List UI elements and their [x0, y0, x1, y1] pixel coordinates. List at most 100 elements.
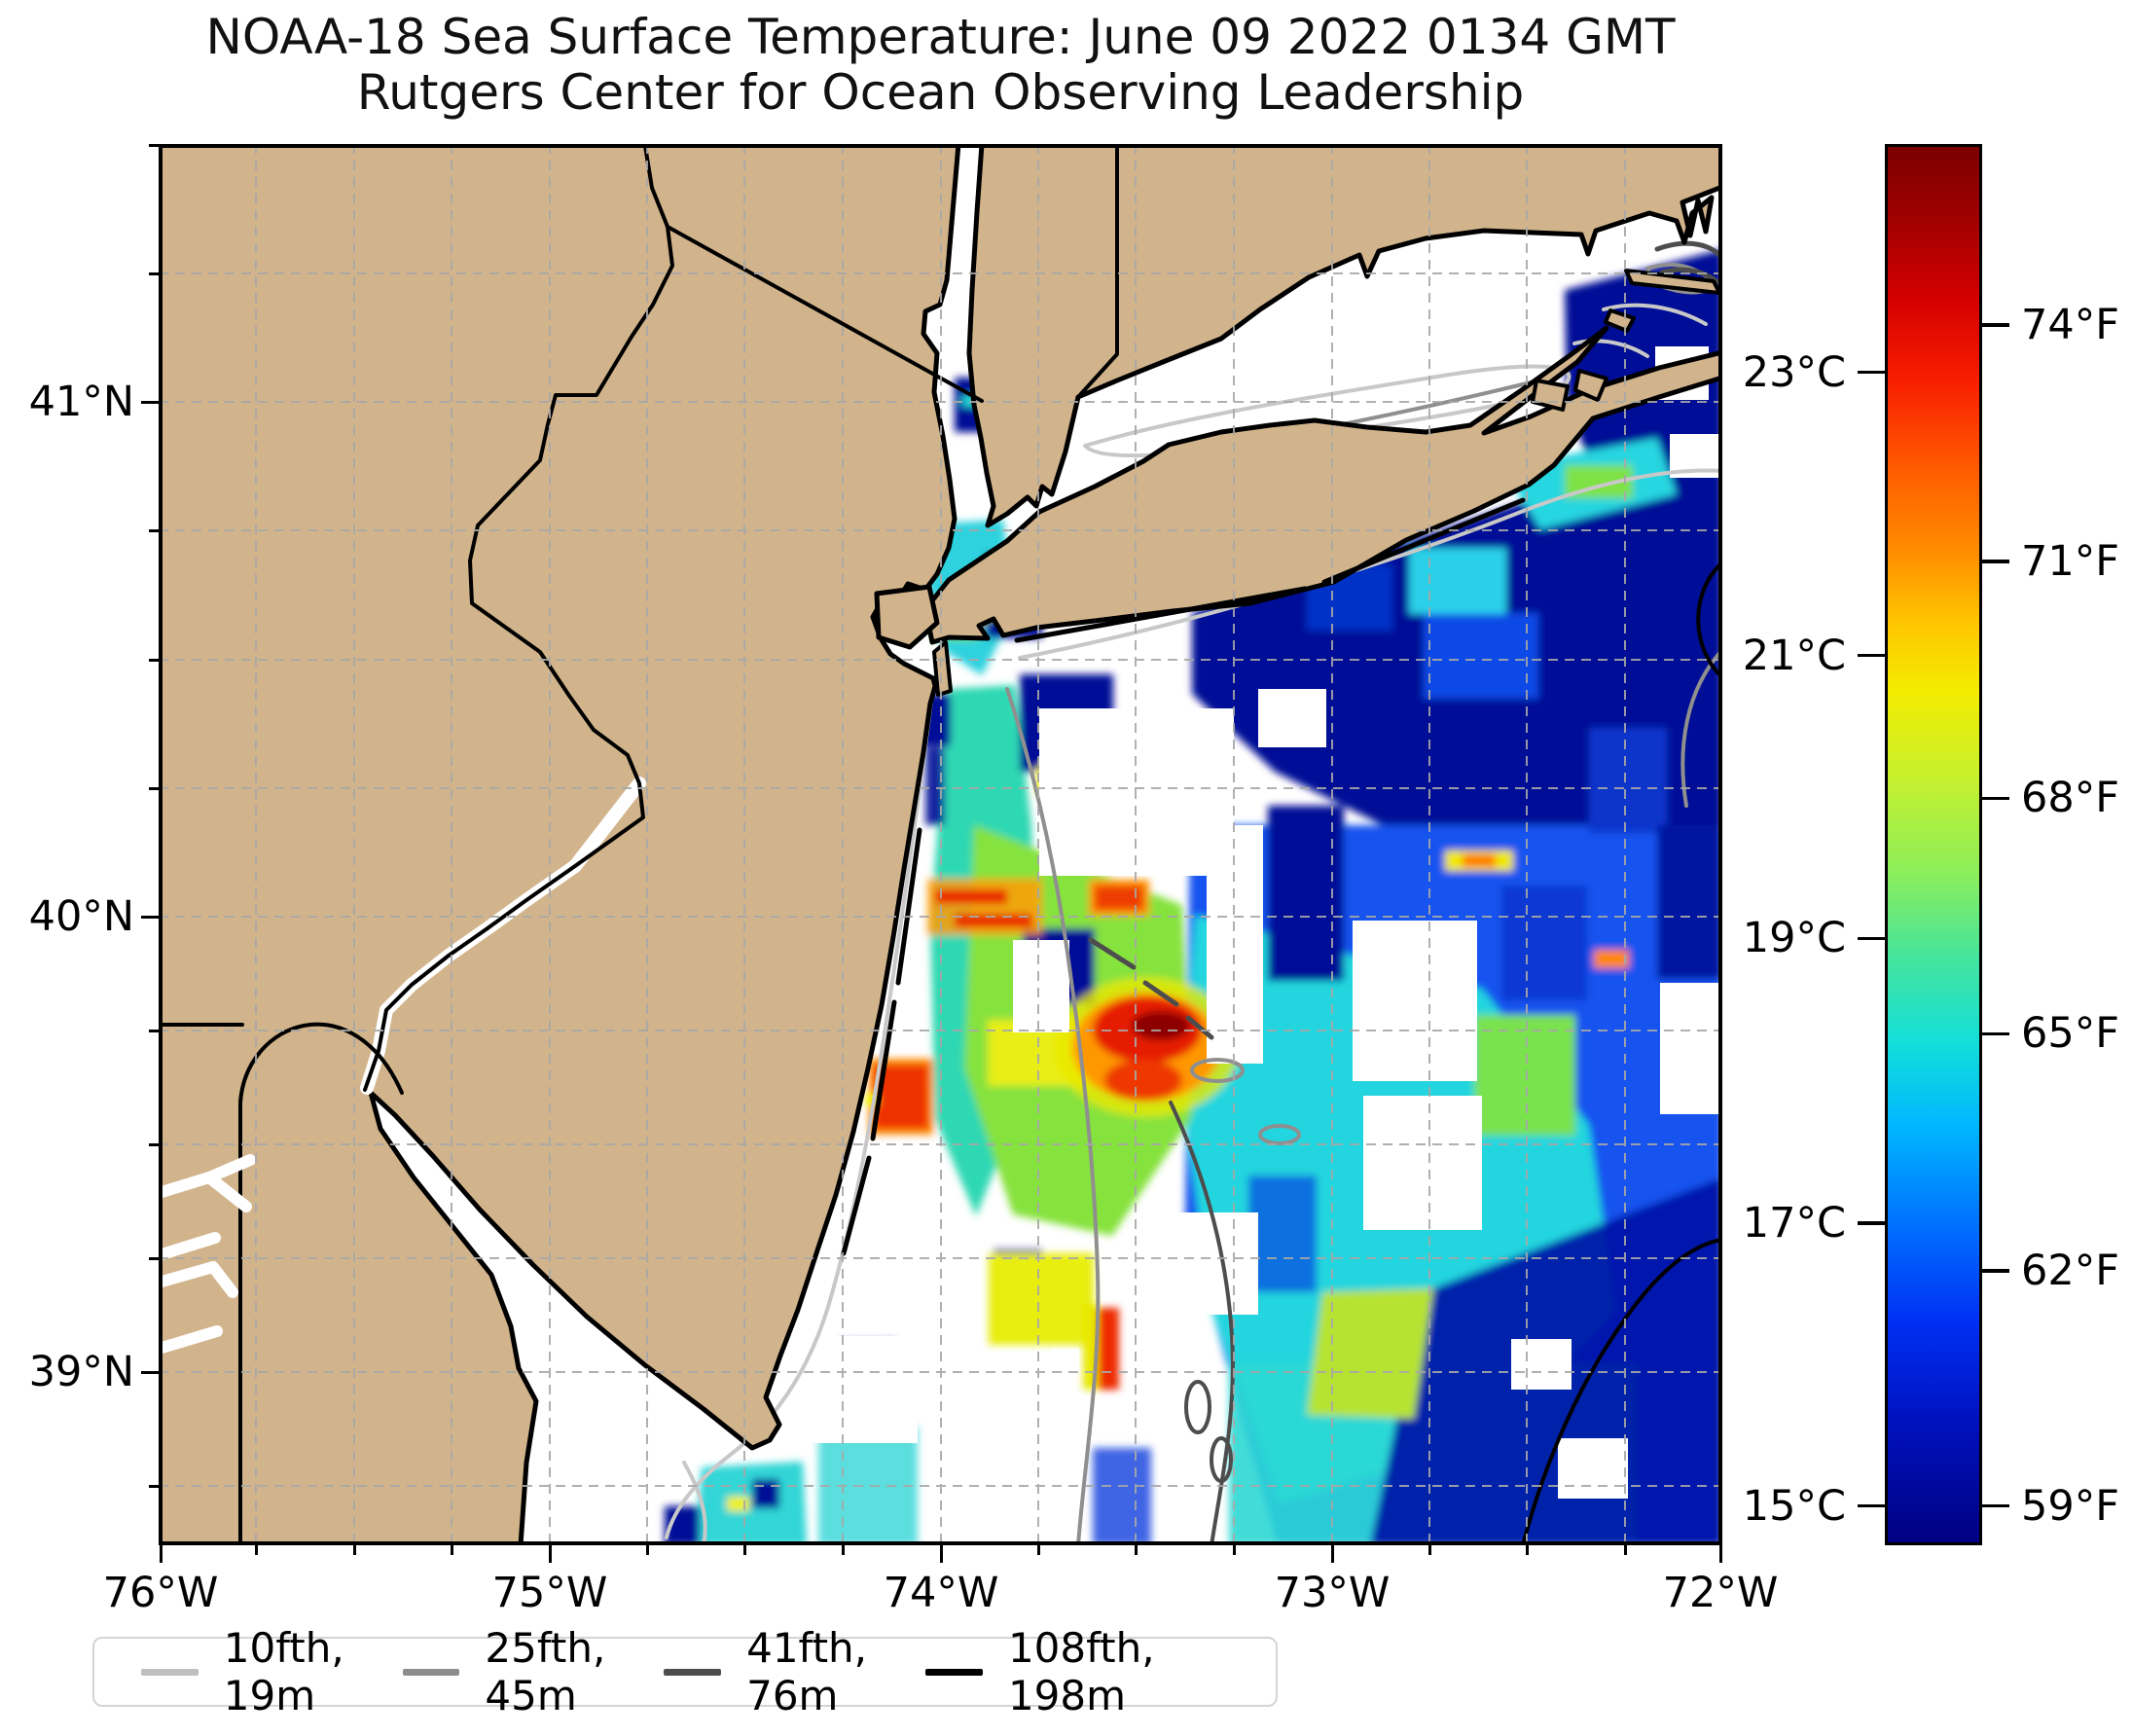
land-west: [159, 144, 961, 1545]
sst-blue-1: [1589, 728, 1667, 833]
y-major-tick: [141, 915, 159, 919]
contour-108fth-se: [1521, 1238, 1722, 1545]
y-tick-label: 40°N: [28, 892, 134, 941]
contour-10fth-baymouth: [682, 1461, 707, 1545]
cloud-14: [1487, 334, 1526, 368]
contour-10fth-ne1: [1572, 303, 1708, 358]
y-minor-tick: [149, 1143, 159, 1146]
x-major-tick: [159, 1545, 163, 1563]
figure-title-block: NOAA-18 Sea Surface Temperature: June 09…: [159, 10, 1722, 121]
colorbar-celsius-label: 17°C: [1742, 1198, 1846, 1248]
y-minor-tick: [149, 659, 159, 662]
map-frame: [159, 144, 1722, 1545]
x-major-tick: [1718, 1545, 1722, 1563]
colorbar-celsius-tick: [1858, 1503, 1885, 1508]
sst-yellow-low: [989, 1253, 1094, 1345]
sst-red-bar: [1098, 1308, 1119, 1390]
legend-line-sample: [664, 1668, 722, 1676]
sst-red-streak-a: [935, 889, 1007, 904]
y-major-tick: [141, 400, 159, 404]
colorbar-fahrenheit-label: 59°F: [2021, 1481, 2119, 1531]
cloud-9: [1511, 1339, 1572, 1390]
colorbar-fahrenheit-label: 74°F: [2021, 300, 2119, 349]
y-minor-tick: [149, 1030, 159, 1032]
y-tick-label: 39°N: [28, 1348, 134, 1396]
land-long-island: [922, 325, 1722, 645]
x-minor-tick: [1037, 1545, 1040, 1555]
cloud-3: [1363, 1096, 1482, 1230]
x-minor-tick: [1624, 1545, 1627, 1555]
border-twelve-mile-circle: [238, 1022, 404, 1104]
chesapeake-arm-1: [159, 1154, 256, 1212]
legend-line-sample: [925, 1668, 983, 1676]
x-tick-label: 73°W: [1274, 1569, 1391, 1617]
colorbar-fahrenheit-label: 71°F: [2021, 537, 2119, 587]
layer-border: [159, 144, 1526, 1545]
legend-item: 108fth, 198m: [925, 1624, 1229, 1719]
colorbar-celsius-label: 19°C: [1742, 914, 1846, 963]
sst-darkred-core: [1132, 1011, 1190, 1040]
land-north: [966, 144, 1722, 528]
x-tick-label: 76°W: [102, 1569, 219, 1617]
colorbar-celsius-tick: [1858, 1221, 1885, 1225]
barrier-nj-1: [895, 827, 922, 986]
sst-orange-ne-core: [1463, 854, 1496, 867]
contour-41fth-oval1: [1184, 1380, 1211, 1434]
sst-cyan-patch: [1409, 548, 1506, 614]
cloud-5: [1013, 940, 1069, 1032]
sst-orange-spot-right: [1594, 950, 1629, 968]
cloud-6: [1660, 983, 1722, 1114]
border-ny-ct: [1076, 144, 1119, 399]
x-minor-tick: [743, 1545, 746, 1555]
y-major-tick: [141, 1370, 159, 1374]
contour-25fth-main: [1005, 687, 1101, 1545]
sst-navy-6: [1365, 689, 1433, 804]
contour-25fth-oval2: [1258, 1124, 1301, 1145]
sst-bottom-navy-2: [752, 1479, 779, 1508]
x-minor-tick: [1135, 1545, 1138, 1555]
figure-title-line2: Rutgers Center for Ocean Observing Leade…: [356, 64, 1525, 121]
x-minor-tick: [451, 1545, 453, 1555]
sst-blue-bottom-1: [1093, 1448, 1151, 1545]
x-minor-tick: [1428, 1545, 1431, 1555]
legend-item: 25fth, 45m: [402, 1624, 665, 1719]
border-delaware-river: [363, 144, 674, 1092]
cloud-15: [1258, 689, 1326, 747]
cloud-2: [1353, 921, 1477, 1081]
sst-map: [159, 144, 1722, 1545]
x-major-tick: [548, 1545, 552, 1563]
contour-10fth-li: [1018, 468, 1722, 660]
depth-contour-legend: 10fth, 19m 25fth, 45m 41fth, 76m 108fth, 19…: [92, 1624, 1278, 1719]
land-sandy-hook: [932, 640, 953, 697]
sst-bottom-plume: [696, 1462, 807, 1545]
y-minor-tick: [149, 272, 159, 275]
chesapeake-arm-2: [159, 1232, 238, 1298]
cloud-12: [1052, 1349, 1079, 1373]
colorbar-gradient: [1885, 144, 1982, 1545]
sst-cyan-sw-patch: [818, 1427, 918, 1545]
colorbar-fahrenheit-label: 62°F: [2021, 1246, 2119, 1295]
legend-label: 10fth, 19m: [223, 1624, 344, 1719]
colorbar-fahrenheit-tick: [1982, 1503, 2009, 1508]
colorbar-celsius-label: 23°C: [1742, 347, 1846, 397]
x-minor-tick: [842, 1545, 845, 1555]
sst-green-right: [1474, 1015, 1575, 1136]
land-staten-island: [874, 584, 940, 650]
contour-108fth-right: [1696, 561, 1722, 679]
x-major-tick: [939, 1545, 943, 1563]
colorbar-fahrenheit-tick: [1982, 323, 2009, 327]
sst-bottom-plume-yellow: [727, 1497, 749, 1511]
contour-25fth-oval1: [1190, 1058, 1245, 1083]
colorbar-celsius-tick: [1858, 653, 1885, 658]
sst-greenyellow-lr: [1307, 1288, 1433, 1419]
graticule: [159, 144, 1722, 1545]
barrier-nj-2: [870, 999, 897, 1141]
x-minor-tick: [1526, 1545, 1529, 1555]
cloud-10: [1558, 1438, 1628, 1499]
colorbar-frame: [1885, 144, 1982, 1545]
colorbar-celsius-tick: [1858, 370, 1885, 375]
border-nj-ny: [666, 225, 984, 403]
colorbar-fahrenheit-tick: [1982, 560, 2009, 563]
x-major-tick: [1330, 1545, 1334, 1563]
legend-item: 41fth, 76m: [664, 1624, 925, 1719]
